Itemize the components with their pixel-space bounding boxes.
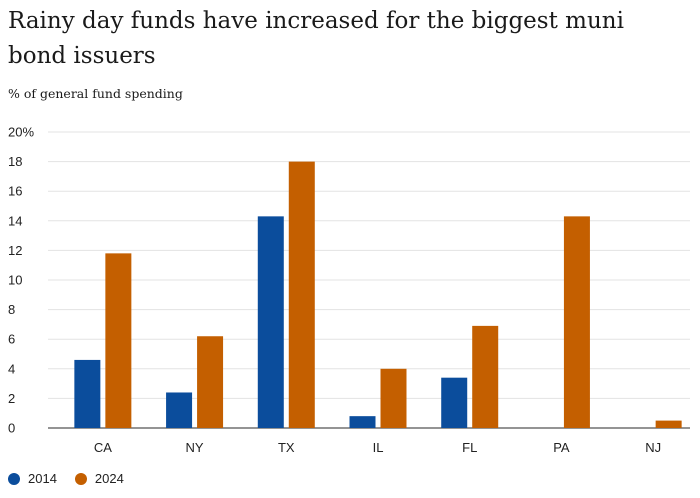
x-tick-label: CA (94, 440, 112, 455)
gridlines (48, 131, 690, 429)
y-tick-label: 6 (8, 332, 15, 347)
bar-tx-2014 (257, 216, 284, 428)
legend: 2014 2024 (8, 471, 142, 486)
y-tick-label: 0 (8, 421, 15, 436)
y-tick-label: 8 (8, 302, 15, 317)
y-axis-ticks: 0 2 4 6 8 10 12 14 16 18 20% (8, 125, 34, 436)
y-tick-label: 2 (8, 391, 15, 406)
bar-fl-2014 (441, 377, 468, 428)
x-tick-label: TX (278, 440, 295, 455)
legend-swatch-2024 (74, 472, 87, 485)
bar-ny-2024 (197, 336, 224, 428)
bar-fl-2024 (472, 325, 499, 428)
bar-pa-2024 (563, 216, 590, 428)
legend-label-2014: 2014 (28, 471, 57, 486)
x-tick-label: IL (373, 440, 384, 455)
x-tick-label: FL (462, 440, 477, 455)
y-tick-label: 12 (8, 243, 22, 258)
x-axis-ticks: CA NY TX IL FL PA NJ (94, 440, 661, 455)
legend-swatch-2014 (8, 472, 20, 485)
x-tick-label: PA (553, 440, 570, 455)
bar-ny-2014 (166, 392, 193, 428)
y-tick-label: 14 (8, 213, 22, 228)
y-tick-label: 20% (8, 125, 34, 140)
chart-title: Rainy day funds have increased for the b… (8, 8, 624, 69)
legend-label-2024: 2024 (94, 471, 124, 486)
legend-item-2014: 2014 (8, 471, 57, 486)
y-tick-label: 18 (8, 154, 22, 169)
bar-nj-2024 (655, 420, 682, 428)
legend-item-2024: 2024 (74, 471, 124, 486)
x-tick-label: NJ (645, 440, 661, 455)
bar-ca-2024 (105, 253, 132, 428)
bar-il-2014 (349, 416, 376, 428)
chart-subtitle: % of general fund spending (8, 86, 183, 101)
y-tick-label: 4 (8, 361, 15, 376)
x-tick-label: NY (186, 440, 204, 455)
bar-tx-2024 (288, 161, 315, 428)
bar-il-2024 (380, 368, 407, 428)
bar-ca-2014 (74, 359, 101, 428)
bars (74, 161, 682, 428)
y-tick-label: 10 (8, 273, 22, 288)
y-tick-label: 16 (8, 184, 22, 199)
